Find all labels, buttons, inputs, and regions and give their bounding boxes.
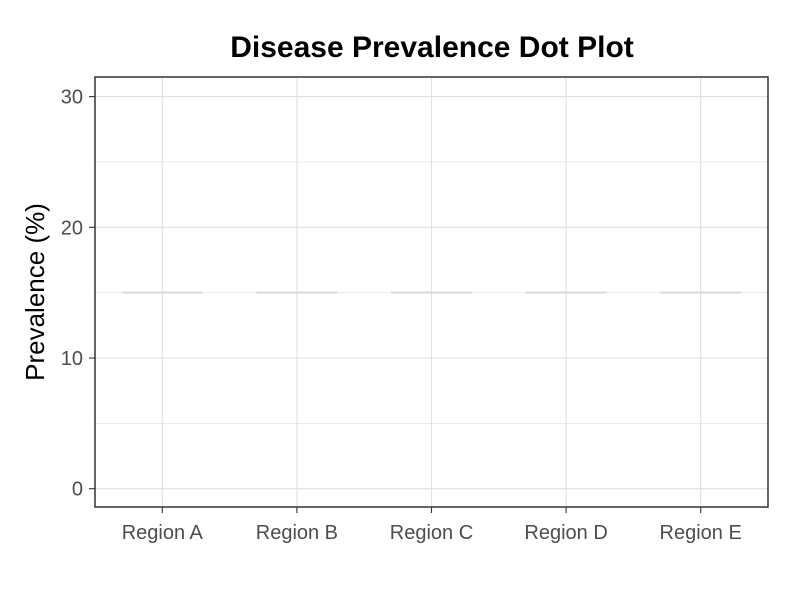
y-tick-label: 20	[61, 217, 83, 239]
x-tick-label: Region C	[390, 522, 473, 544]
y-tick-label: 30	[61, 87, 83, 109]
y-tick-label: 10	[61, 348, 83, 370]
chart-title: Disease Prevalence Dot Plot	[230, 31, 634, 64]
x-tick-label: Region B	[256, 522, 338, 544]
y-tick-label: 0	[72, 479, 83, 501]
x-tick-label: Region D	[524, 522, 607, 544]
grid-lines	[95, 77, 768, 507]
y-axis-title: Prevalence (%)	[20, 203, 50, 381]
x-tick-label: Region E	[660, 522, 742, 544]
x-tick-label: Region A	[122, 522, 204, 544]
axes: 0 10 20 30 Region A Region B Region C Region D R…	[61, 87, 742, 544]
